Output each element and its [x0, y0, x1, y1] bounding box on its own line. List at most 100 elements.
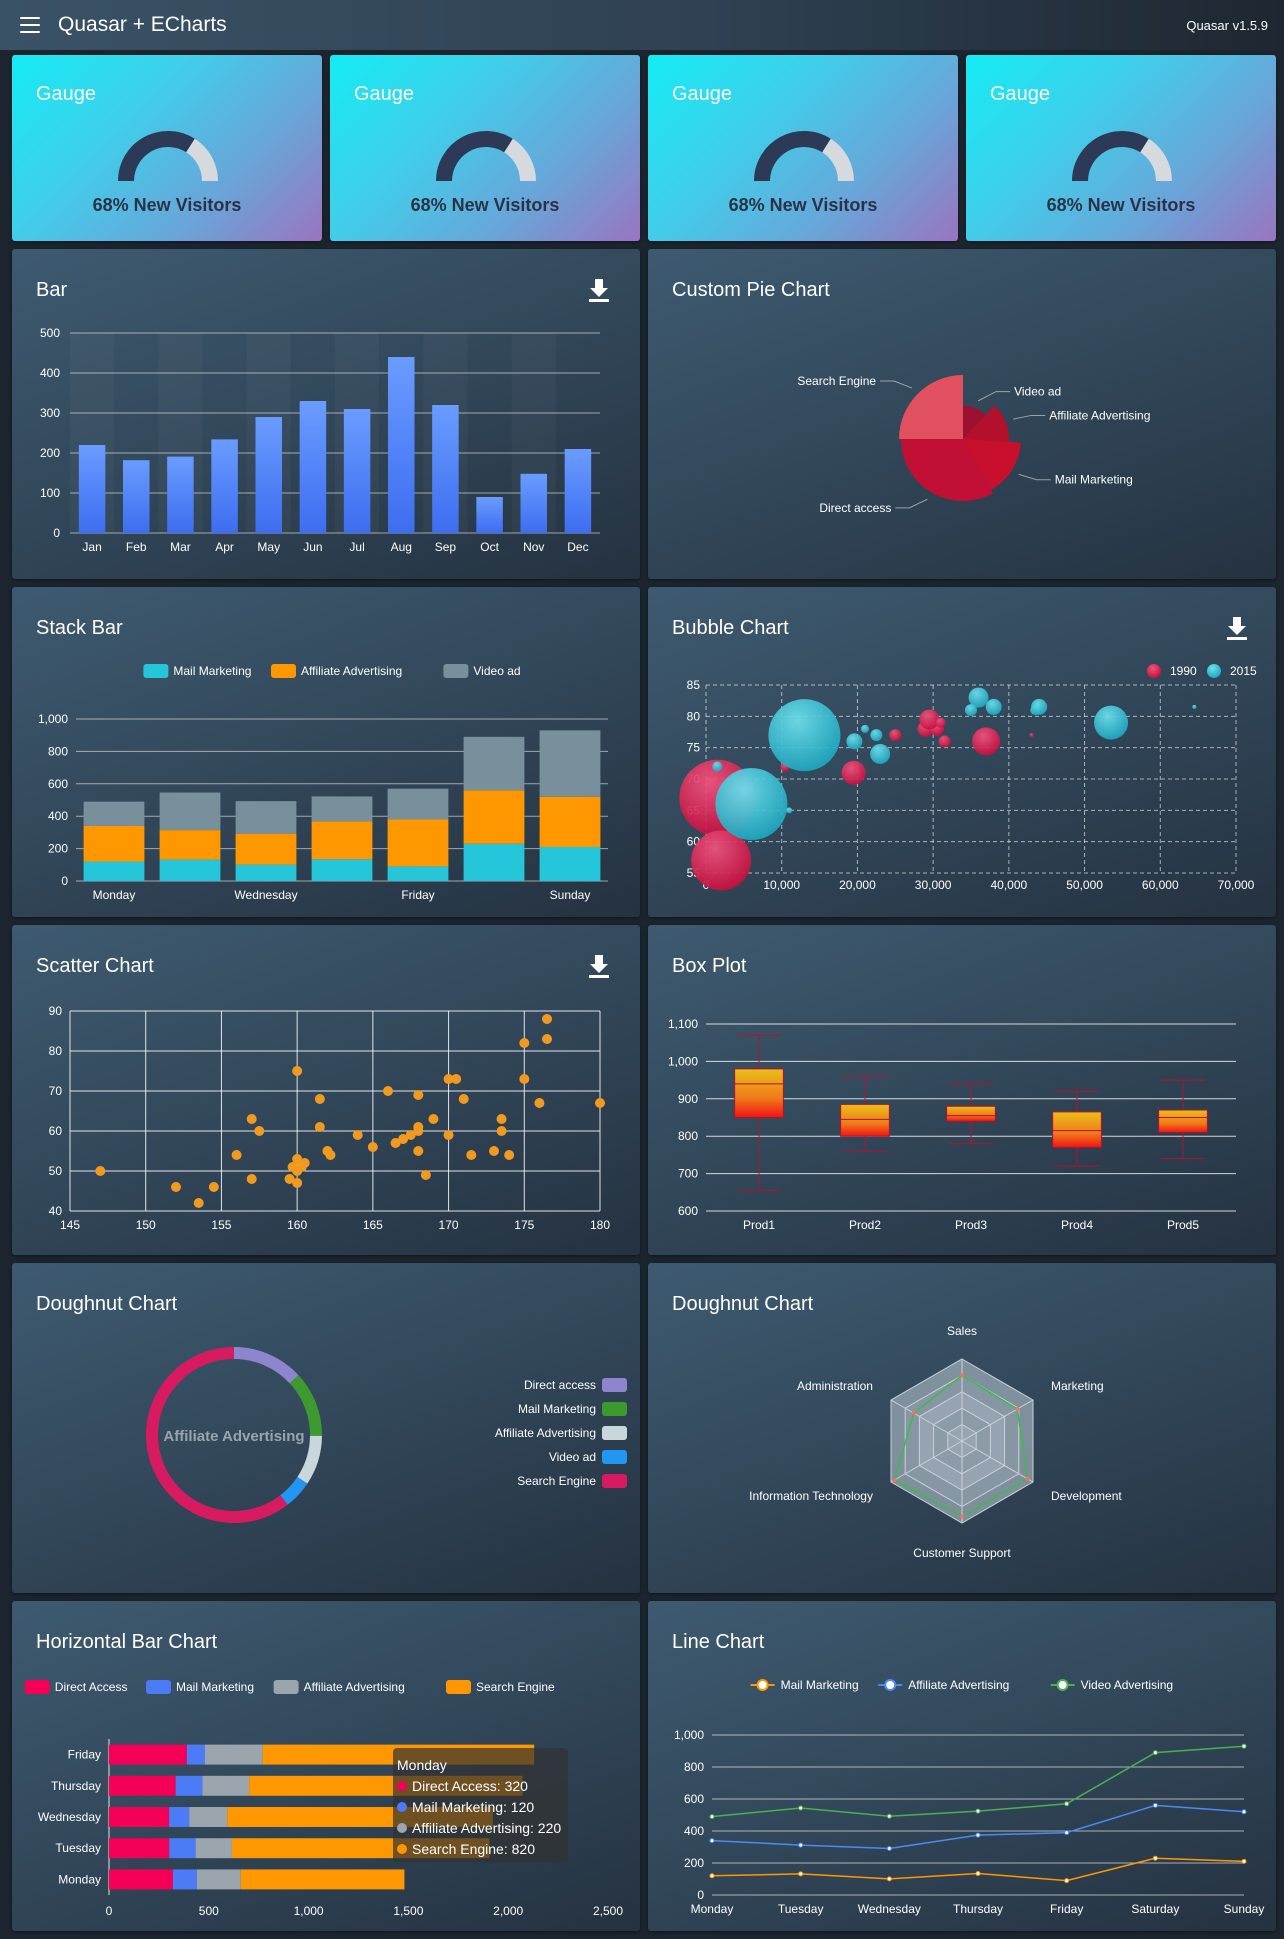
radar-axis-label: Development — [1051, 1489, 1122, 1503]
x-tick-label: 2,000 — [493, 1904, 523, 1918]
y-tick-label: 70 — [49, 1084, 63, 1098]
x-tick-label: Friday — [1050, 1902, 1083, 1916]
bar — [343, 409, 371, 533]
x-tick-label: Jul — [349, 540, 364, 554]
stack-segment — [387, 788, 449, 820]
y-tick-label: Friday — [68, 1748, 101, 1762]
scatter-point — [466, 1150, 477, 1160]
gauge-title: Gauge — [36, 83, 97, 105]
y-tick-label: 500 — [40, 326, 60, 340]
line-point — [975, 1871, 981, 1877]
y-tick-label: 90 — [49, 1004, 63, 1018]
pie-slice — [963, 405, 1009, 442]
bar — [299, 401, 327, 533]
gauge-rest-arc — [1139, 138, 1172, 182]
x-tick-label: 2,500 — [593, 1904, 623, 1918]
scatter-point — [496, 1114, 507, 1124]
pie-slice — [901, 439, 993, 501]
box-plot-chart: 600 700 800 900 1,000 1,100 Prod1 Prod2 Prod3 Pro… — [668, 1017, 1236, 1232]
bar-chart: 0 100 200 300 400 500 Jan Feb Mar Apr May Jun Jul Aug… — [40, 326, 600, 554]
line-point — [1241, 1809, 1247, 1815]
bubble-point — [846, 733, 863, 750]
hbar-segment — [172, 1869, 197, 1890]
scatter-point — [390, 1138, 401, 1148]
x-tick-label: Tuesday — [778, 1902, 824, 1916]
x-tick-label: 170 — [439, 1218, 459, 1232]
gauge-label: 68% New Visitors — [728, 195, 878, 215]
line-point — [1064, 1801, 1070, 1807]
download-icon[interactable] — [584, 951, 614, 981]
y-tick-label: 600 — [48, 777, 68, 791]
stack-segment — [83, 801, 145, 826]
download-icon[interactable] — [1222, 613, 1252, 643]
legend-marker — [1147, 664, 1161, 678]
bubble-point — [972, 727, 1001, 756]
y-tick-label: Thursday — [51, 1779, 101, 1793]
y-tick-label: 200 — [40, 446, 60, 460]
download-icon[interactable] — [584, 275, 614, 305]
x-tick-label: Nov — [523, 540, 544, 554]
tooltip-row: Direct Access: 320 — [397, 1775, 564, 1796]
y-tick-label: 200 — [48, 842, 68, 856]
scatter-point — [284, 1174, 295, 1184]
legend-swatch — [271, 664, 296, 678]
bar — [211, 439, 238, 533]
gauge-value-arc — [436, 131, 513, 182]
x-tick-label: 70,000 — [1218, 878, 1255, 892]
bubble-point — [841, 760, 866, 785]
bar — [255, 417, 282, 533]
scatter-point — [398, 1134, 409, 1144]
x-tick-label: Aug — [391, 540, 412, 554]
hbar-segment — [169, 1838, 196, 1859]
y-tick-label: 60 — [49, 1124, 63, 1138]
series-dot-icon — [397, 1843, 407, 1854]
gauge-label: 68% New Visitors — [1046, 195, 1196, 215]
card-title: Line Chart — [672, 1631, 765, 1653]
doughnut-slice — [146, 1347, 288, 1523]
line-point — [886, 1876, 892, 1882]
card-title: Stack Bar — [36, 617, 123, 639]
stack-segment — [235, 864, 297, 881]
x-tick-label: 180 — [590, 1218, 610, 1232]
y-tick-label: Tuesday — [55, 1841, 101, 1855]
scatter-chart-card: Scatter Chart 145 150 155 160 165 170 175 180 40… — [12, 925, 640, 1255]
app-header: Quasar + ECharts Quasar v1.5.9 — [0, 0, 1284, 50]
scatter-point — [489, 1146, 499, 1156]
line-point — [1241, 1858, 1247, 1864]
gauge-value-arc — [754, 131, 831, 182]
radar-axis — [961, 1399, 1034, 1442]
hbar-segment — [109, 1869, 173, 1890]
menu-icon[interactable] — [20, 17, 40, 33]
line-point — [886, 1813, 892, 1819]
hbar-segment — [195, 1838, 232, 1859]
bubble-point — [768, 699, 841, 772]
scatter-point — [451, 1074, 462, 1084]
x-tick-label: 20,000 — [839, 878, 876, 892]
stack-segment — [463, 843, 525, 881]
y-tick-label: Wednesday — [38, 1810, 101, 1824]
pie-slice — [963, 439, 1021, 490]
pie-label: Mail Marketing — [1055, 473, 1133, 487]
stack-segment — [159, 830, 221, 860]
scatter-point — [292, 1154, 303, 1164]
bar — [520, 473, 547, 533]
scatter-point — [458, 1094, 469, 1104]
pie-label-line — [895, 498, 928, 509]
y-tick-label: 1,100 — [668, 1017, 698, 1031]
y-tick-label: 75 — [687, 741, 701, 755]
radar-axis — [890, 1440, 963, 1483]
stack-segment — [311, 821, 373, 860]
card-title: Scatter Chart — [36, 955, 154, 977]
y-tick-label: 400 — [48, 809, 68, 823]
x-tick-label: 160 — [287, 1218, 307, 1232]
bubble-point — [1094, 705, 1129, 740]
scatter-point — [443, 1130, 454, 1140]
scatter-point — [420, 1170, 431, 1180]
hbar-segment — [196, 1869, 241, 1890]
scatter-point — [208, 1182, 219, 1192]
line-series — [711, 1857, 1245, 1882]
stack-segment — [83, 861, 145, 881]
line-point — [798, 1871, 804, 1877]
scatter-point — [367, 1142, 378, 1152]
y-tick-label: 300 — [40, 406, 60, 420]
